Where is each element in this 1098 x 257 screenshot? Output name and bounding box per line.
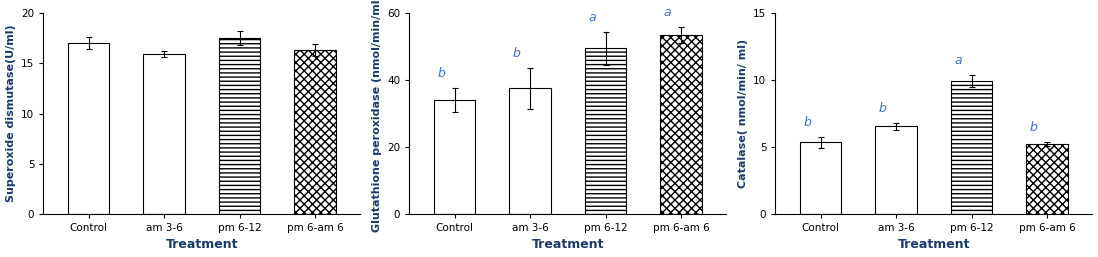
Text: a: a — [954, 54, 962, 67]
Bar — [144, 54, 184, 214]
Bar — [509, 88, 551, 214]
Bar — [800, 142, 841, 214]
X-axis label: Treatment: Treatment — [898, 238, 971, 251]
Text: b: b — [513, 47, 520, 60]
Text: b: b — [1030, 121, 1038, 134]
Bar — [219, 38, 260, 214]
Text: a: a — [663, 6, 671, 19]
Text: a: a — [589, 11, 596, 24]
Text: b: b — [437, 68, 445, 80]
Bar — [68, 43, 110, 214]
Bar — [294, 50, 336, 214]
Bar — [1027, 144, 1068, 214]
X-axis label: Treatment: Treatment — [531, 238, 604, 251]
Y-axis label: Glutathione peroxidase (nmol/min/ml): Glutathione peroxidase (nmol/min/ml) — [372, 0, 382, 232]
Bar — [875, 126, 917, 214]
Text: b: b — [878, 102, 886, 115]
Text: b: b — [804, 116, 811, 129]
Bar — [585, 48, 627, 214]
Y-axis label: Catalase( nmol/min/ ml): Catalase( nmol/min/ ml) — [738, 39, 748, 188]
Bar — [951, 81, 993, 214]
Bar — [660, 35, 702, 214]
Y-axis label: Superoxide dismutase(U/ml): Superoxide dismutase(U/ml) — [5, 25, 15, 202]
X-axis label: Treatment: Treatment — [166, 238, 238, 251]
Bar — [434, 100, 475, 214]
